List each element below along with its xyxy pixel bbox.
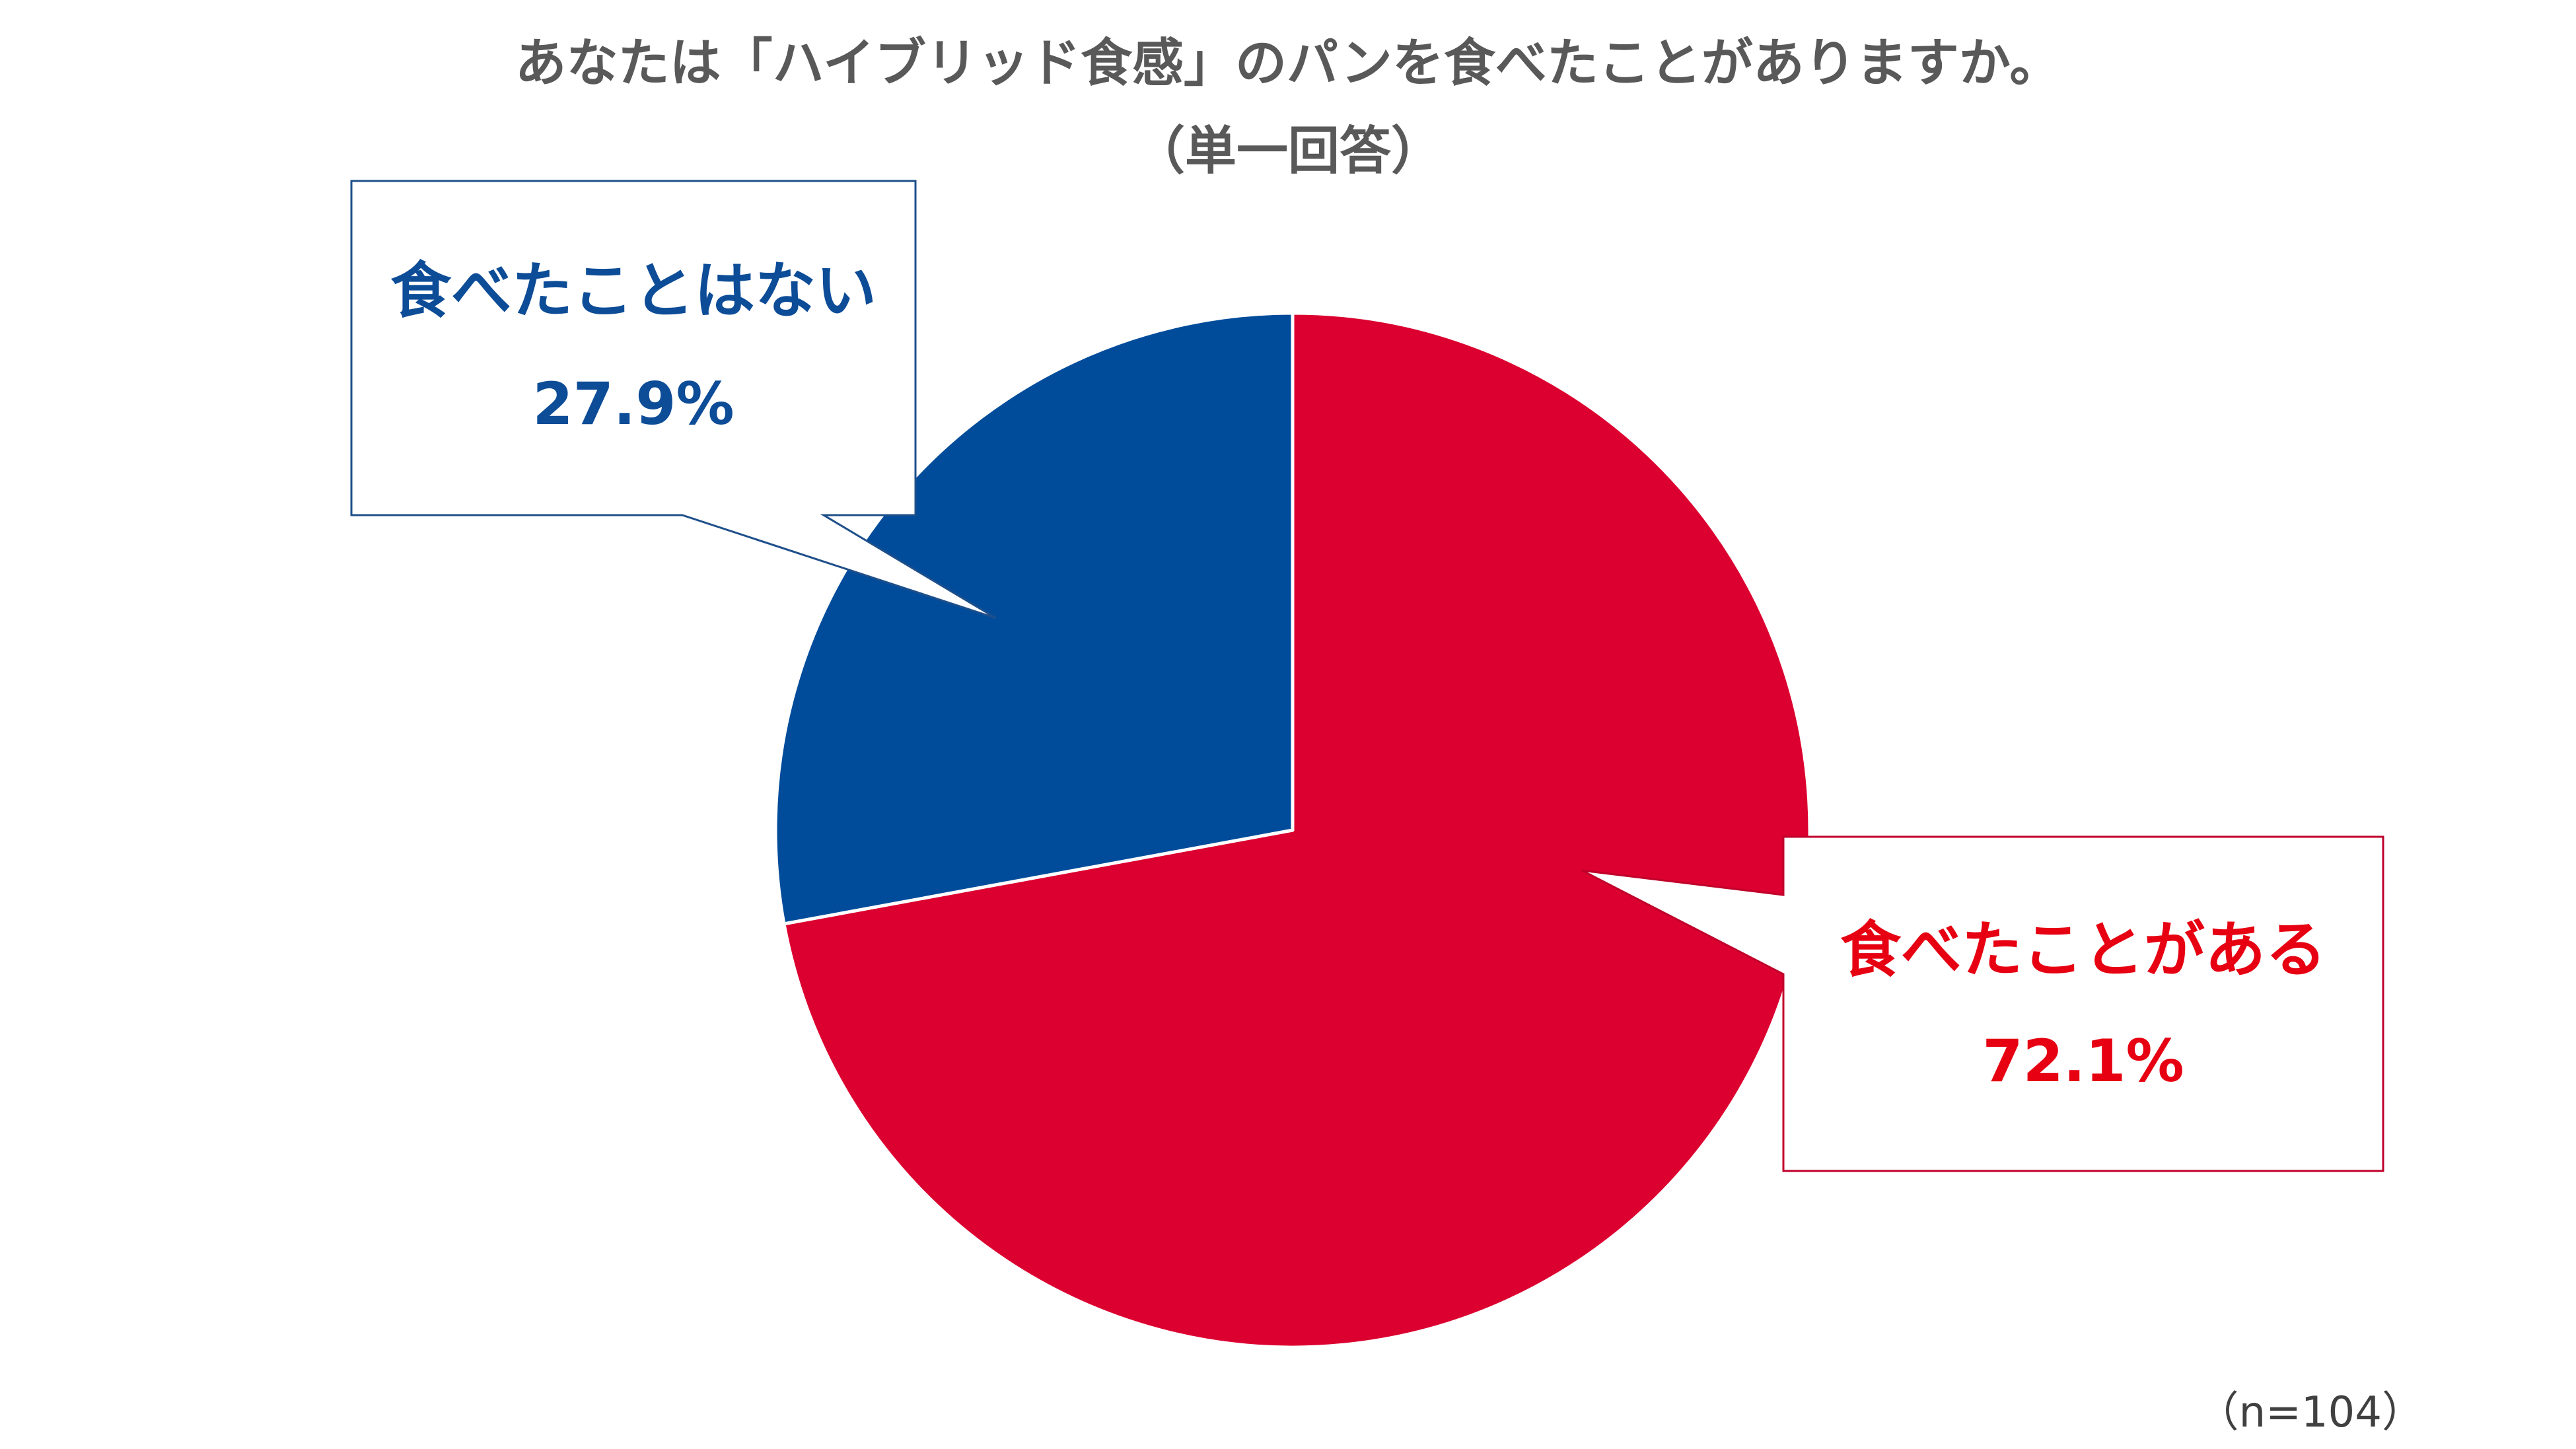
- callout-label-eaten: 食べたことがある: [1840, 915, 2326, 985]
- pie-slice-eaten: [782, 311, 1812, 1349]
- callouts: 食べたことはない 27.9% 食べたことがある 72.1%: [350, 180, 2384, 1172]
- callout-value-eaten: 72.1%: [1982, 1027, 2184, 1095]
- callout-label-not-eaten: 食べたことはない: [390, 256, 877, 326]
- chart-title: あなたは「ハイブリッド食感」のパンを食べたことがありますか。: [515, 34, 2061, 93]
- chart-subtitle: （単一回答）: [1133, 122, 1443, 181]
- callout-box-not-eaten: [350, 180, 997, 619]
- callout-box-eaten: [1581, 835, 2384, 1172]
- sample-size-note: （n=104）: [2197, 1388, 2424, 1437]
- callout-value-not-eaten: 27.9%: [532, 370, 734, 438]
- pie-slices: [773, 311, 1812, 1349]
